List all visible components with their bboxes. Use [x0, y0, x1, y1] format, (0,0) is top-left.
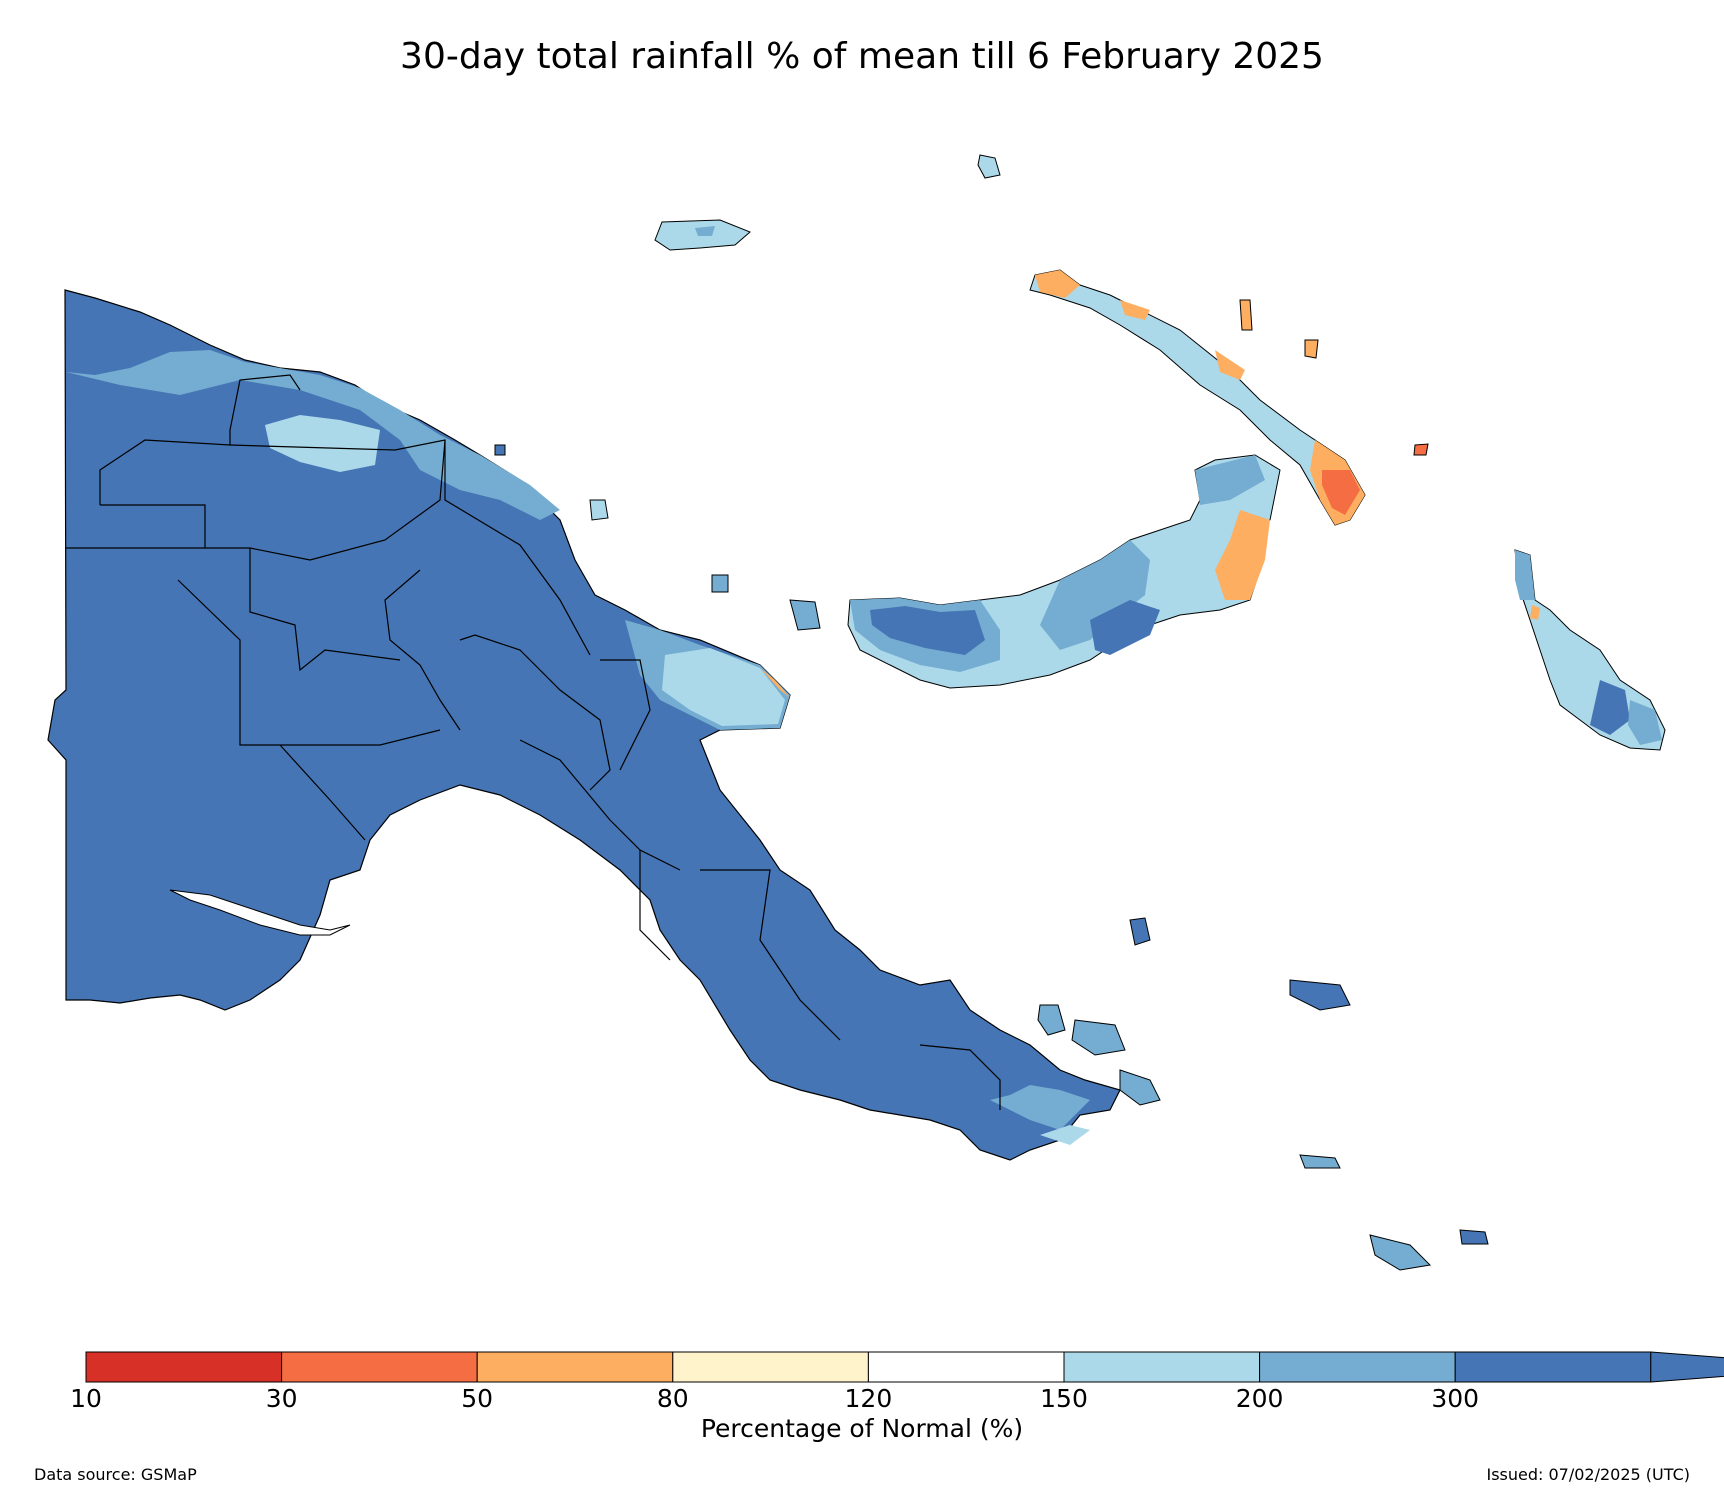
long-island — [711, 574, 729, 593]
new-ireland-very-dry-tip — [1322, 470, 1360, 515]
bougainville-wet-south — [1628, 700, 1662, 745]
colorbar-tick-label: 10 — [70, 1384, 102, 1413]
bougainville-very-wet-central — [1590, 680, 1630, 735]
bougainville-dry-spot — [1530, 605, 1540, 620]
tabar-island — [1239, 299, 1253, 331]
mainland — [47, 289, 1121, 1161]
new-britain-wet-east — [1040, 540, 1150, 650]
mainland-base — [47, 289, 1121, 1161]
bougainville — [1514, 549, 1666, 751]
colorbar-tick-label: 50 — [461, 1384, 494, 1413]
mainland-wet-band-north — [66, 350, 560, 520]
new-britain-very-wet-west — [870, 606, 985, 655]
new-ireland-dry-south — [1215, 350, 1245, 380]
goodenough-island — [1037, 1004, 1066, 1036]
new-ireland-dry-mid — [1120, 300, 1150, 320]
mainland-wet-tip-southeast — [990, 1085, 1090, 1130]
fergusson-island — [1071, 1019, 1126, 1056]
colorbar-tick-label: 120 — [844, 1384, 893, 1413]
colorbar-tick-label: 30 — [265, 1384, 298, 1413]
colorbar-label: Percentage of Normal (%) — [700, 1414, 1024, 1443]
province-boundaries — [66, 374, 1001, 1110]
misima-island — [1369, 1234, 1432, 1271]
bougainville-wet-north — [1515, 550, 1535, 600]
mainland-dry-spot-madang — [760, 668, 790, 698]
umboi-island — [789, 599, 821, 631]
colorbar-tick-label: 150 — [1040, 1384, 1088, 1413]
colorbar-tick-label: 80 — [656, 1384, 689, 1413]
new-britain-very-wet-east — [1090, 600, 1160, 655]
chart-title: 30-day total rainfall % of mean till 6 F… — [400, 36, 1324, 77]
mussau-island — [977, 154, 1001, 179]
trobriand-island — [1289, 979, 1351, 1011]
small-island-north — [494, 444, 506, 456]
issued-date: Issued: 07/02/2025 (UTC) — [1486, 1465, 1690, 1484]
gazelle-dry — [1215, 510, 1270, 600]
woodlark-island-small — [1129, 917, 1151, 946]
rossel-island — [1459, 1229, 1489, 1245]
manus-island-wet — [695, 226, 715, 236]
karkar-island — [589, 499, 609, 521]
normanby-island — [1119, 1069, 1161, 1106]
mainland-moderate-patch-madang — [662, 648, 785, 726]
lihir-island — [1304, 339, 1319, 359]
new-ireland-dry-west — [1035, 270, 1080, 298]
colorbar-tick-label: 200 — [1235, 1384, 1284, 1413]
mainland-moderate-patch-north — [265, 415, 380, 472]
woodlark-island — [1299, 1154, 1341, 1169]
mainland-moderate-tip-southeast — [1040, 1125, 1090, 1145]
colorbar-tick-label: 300 — [1431, 1384, 1480, 1413]
fly-estuary — [169, 889, 351, 936]
gazelle-wet — [1195, 455, 1265, 505]
feni-island — [1413, 443, 1429, 456]
data-source: Data source: GSMaP — [34, 1465, 197, 1484]
